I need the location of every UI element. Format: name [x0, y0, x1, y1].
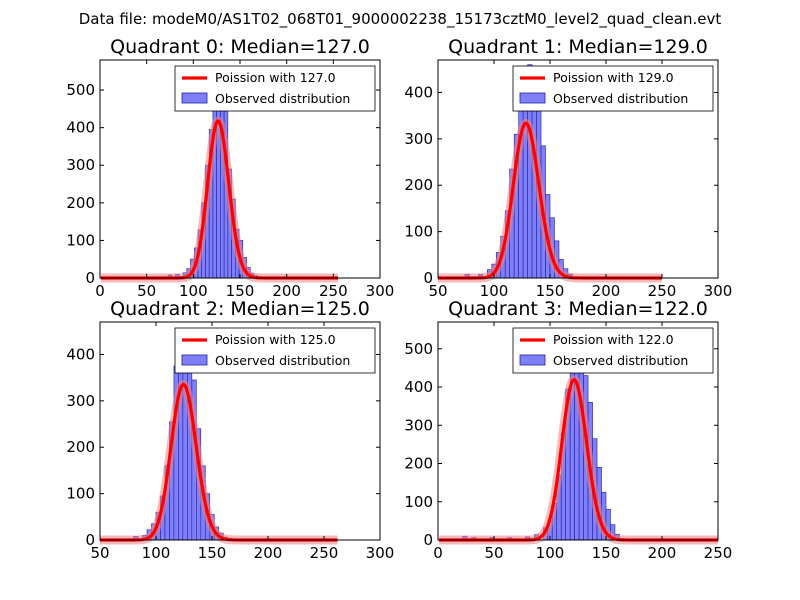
- x-tick-label: 300: [366, 544, 395, 562]
- x-tick-label: 150: [592, 544, 621, 562]
- chart-panel-2: Quadrant 2: Median=125.0 50 100 150 200 250 30…: [66, 298, 394, 562]
- x-tick-label: 200: [254, 544, 283, 562]
- y-tick-label: 500: [66, 81, 95, 99]
- legend-label-observed: Observed distribution: [553, 91, 688, 106]
- x-tick-label: 100: [179, 282, 208, 300]
- x-tick-label: 100: [480, 282, 509, 300]
- y-tick-label: 200: [404, 176, 433, 194]
- legend: Poission with 127.0 Observed distribution: [174, 65, 376, 112]
- legend-label-poisson: Poission with 125.0: [215, 332, 336, 347]
- x-tick-label: 300: [366, 282, 395, 300]
- legend-label-observed: Observed distribution: [215, 91, 350, 106]
- x-tick-label: 300: [704, 282, 733, 300]
- y-tick-label: 300: [404, 130, 433, 148]
- legend-box: [512, 327, 714, 374]
- y-tick-label: 0: [85, 531, 95, 549]
- x-tick-label: 250: [319, 282, 348, 300]
- y-tick-label: 100: [404, 493, 433, 511]
- chart-panel-3: Quadrant 3: Median=122.0 0 50 100 150 200 250 0…: [404, 298, 732, 562]
- y-tick-label: 400: [404, 378, 433, 396]
- x-tick-label: 250: [648, 282, 677, 300]
- y-tick-label: 100: [66, 231, 95, 249]
- y-tick-label: 0: [85, 269, 95, 287]
- chart-title: Quadrant 0: Median=127.0: [110, 36, 370, 58]
- legend-bar-swatch: [519, 92, 546, 104]
- histogram-bar: [220, 82, 225, 279]
- y-tick-label: 300: [404, 416, 433, 434]
- x-tick-label: 50: [90, 544, 109, 562]
- legend-bar-swatch: [181, 354, 208, 366]
- y-tick-label: 200: [66, 438, 95, 456]
- x-tick-label: 150: [198, 544, 227, 562]
- y-tick-label: 100: [404, 223, 433, 241]
- x-tick-label: 100: [536, 544, 565, 562]
- legend: Poission with 129.0 Observed distribution: [512, 65, 714, 112]
- chart-title: Quadrant 1: Median=129.0: [448, 36, 708, 58]
- chart-panel-1: Quadrant 1: Median=129.0 50 100 150 200 250 30…: [404, 36, 732, 300]
- y-tick-label: 200: [66, 194, 95, 212]
- x-tick-label: 200: [592, 282, 621, 300]
- y-tick-label: 500: [404, 340, 433, 358]
- x-tick-label: 50: [137, 282, 156, 300]
- x-tick-label: 50: [484, 544, 503, 562]
- legend-box: [512, 65, 714, 112]
- x-tick-label: 0: [95, 282, 105, 300]
- x-tick-label: 150: [226, 282, 255, 300]
- legend: Poission with 122.0 Observed distribution: [512, 327, 714, 374]
- x-tick-label: 0: [433, 544, 443, 562]
- x-tick-label: 200: [272, 282, 301, 300]
- chart-panel-0: Quadrant 0: Median=127.0 0 50 100 150 200 250 3…: [66, 36, 394, 300]
- axes-frame: [437, 321, 719, 541]
- x-tick-label: 250: [310, 544, 339, 562]
- legend-label-poisson: Poission with 127.0: [215, 70, 336, 85]
- legend-label-poisson: Poission with 122.0: [553, 332, 674, 347]
- figure-title: Data file: modeM0/AS1T02_068T01_90000022…: [79, 10, 722, 29]
- y-tick-label: 0: [423, 531, 433, 549]
- y-tick-label: 400: [404, 83, 433, 101]
- legend-bar-swatch: [519, 354, 546, 366]
- x-tick-label: 200: [648, 544, 677, 562]
- y-tick-label: 100: [66, 485, 95, 503]
- y-tick-label: 300: [66, 156, 95, 174]
- axes-frame: [437, 59, 719, 279]
- x-tick-label: 250: [704, 544, 733, 562]
- legend-box: [174, 327, 376, 374]
- legend-label-observed: Observed distribution: [553, 353, 688, 368]
- legend-label-poisson: Poission with 129.0: [553, 70, 674, 85]
- legend-bar-swatch: [181, 92, 208, 104]
- y-tick-label: 400: [66, 345, 95, 363]
- y-tick-label: 0: [423, 269, 433, 287]
- x-tick-label: 100: [142, 544, 171, 562]
- y-tick-label: 400: [66, 119, 95, 137]
- axes-frame: [99, 321, 381, 541]
- y-tick-label: 200: [404, 455, 433, 473]
- chart-title: Quadrant 2: Median=125.0: [110, 298, 370, 320]
- chart-title: Quadrant 3: Median=122.0: [448, 298, 708, 320]
- legend-box: [174, 65, 376, 112]
- x-tick-label: 50: [428, 282, 447, 300]
- legend: Poission with 125.0 Observed distribution: [174, 327, 376, 374]
- y-tick-label: 300: [66, 392, 95, 410]
- x-tick-label: 150: [536, 282, 565, 300]
- legend-label-observed: Observed distribution: [215, 353, 350, 368]
